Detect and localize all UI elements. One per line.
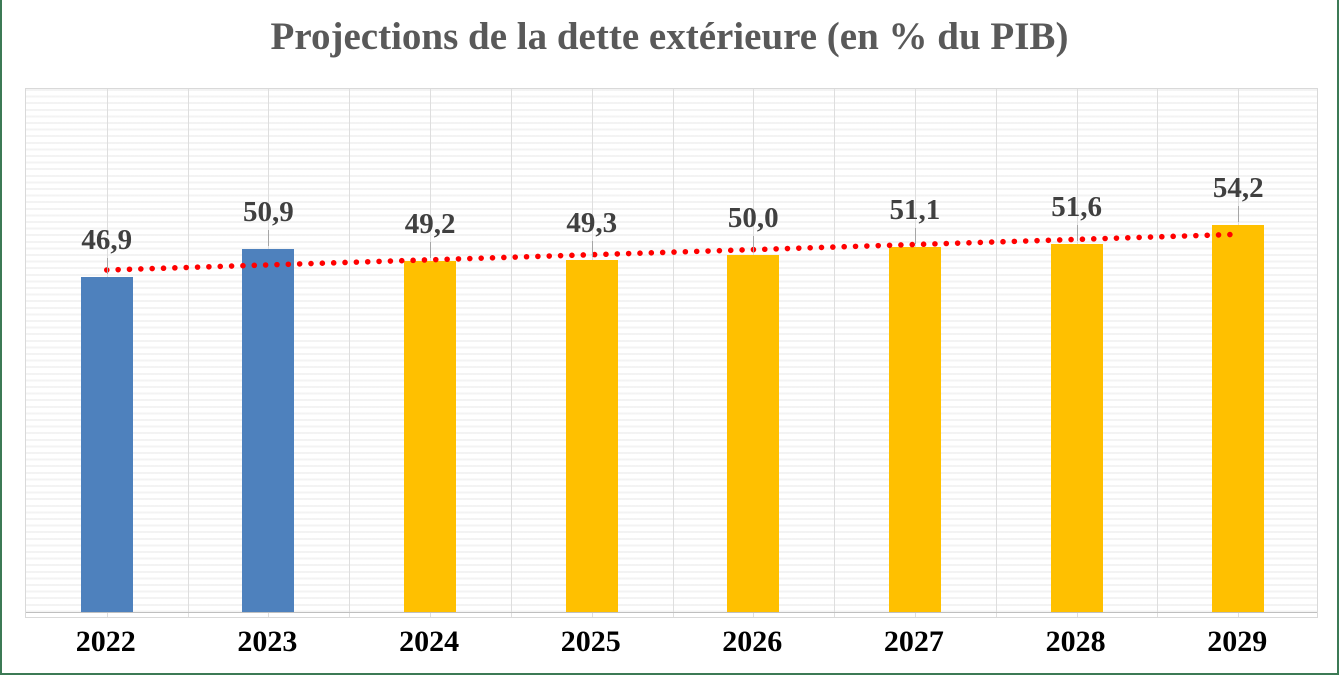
vertical-gridline xyxy=(187,89,189,617)
bar-2028 xyxy=(1050,243,1103,612)
bar-2024 xyxy=(404,260,457,612)
bar-2025 xyxy=(565,260,618,612)
chart-title: Projections de la dette extérieure (en %… xyxy=(270,15,1069,58)
vertical-gridline xyxy=(672,89,674,617)
x-axis-label-2026: 2026 xyxy=(722,625,783,658)
value-label-2027: 51,1 xyxy=(889,194,941,227)
label-leader-line xyxy=(268,229,270,246)
label-leader-line xyxy=(753,236,755,252)
label-leader-line xyxy=(1076,224,1078,241)
x-axis-labels: 2022 2023 2024 2025 2026 2027 2028 2029 xyxy=(25,625,1318,667)
bar-2027 xyxy=(888,247,941,612)
vertical-gridline xyxy=(834,89,836,617)
value-label-2028: 51,6 xyxy=(1051,190,1102,223)
bar-2023 xyxy=(242,248,295,612)
label-leader-line xyxy=(106,258,108,275)
x-axis-line xyxy=(26,612,1317,613)
plot-area: 46,9 50,9 49,2 49,3 50,0 51,1 51,6 54,2 xyxy=(25,88,1318,618)
x-axis-label-2028: 2028 xyxy=(1045,625,1106,658)
label-leader-line xyxy=(591,241,593,257)
value-label-2025: 49,3 xyxy=(566,207,618,239)
label-leader-line xyxy=(1238,206,1240,222)
bar-2026 xyxy=(727,255,780,612)
x-axis-label-2027: 2027 xyxy=(883,625,944,658)
vertical-gridline xyxy=(349,89,351,617)
value-label-2022: 46,9 xyxy=(81,224,133,257)
vertical-gridline xyxy=(510,89,512,617)
label-leader-line xyxy=(430,241,432,258)
vertical-gridline xyxy=(1157,89,1159,617)
x-axis-label-2023: 2023 xyxy=(237,625,298,658)
vertical-gridline xyxy=(995,89,997,617)
bar-2022 xyxy=(80,277,133,612)
label-leader-line xyxy=(914,228,916,245)
x-axis-label-2029: 2029 xyxy=(1207,625,1268,658)
value-label-2029: 54,2 xyxy=(1212,172,1264,204)
bar-2029 xyxy=(1212,225,1265,612)
value-label-2023: 50,9 xyxy=(243,195,294,228)
value-label-2026: 50,0 xyxy=(727,202,779,234)
x-axis-label-2024: 2024 xyxy=(399,625,460,658)
value-label-2024: 49,2 xyxy=(404,207,456,240)
x-axis-label-2025: 2025 xyxy=(560,625,621,658)
x-axis-label-2022: 2022 xyxy=(75,625,136,658)
